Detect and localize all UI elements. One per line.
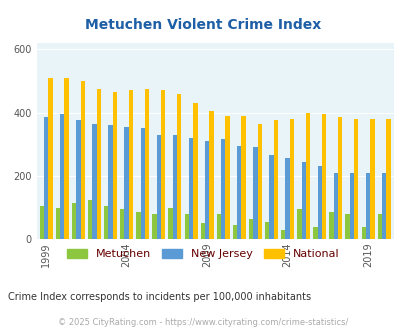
Bar (269, 155, 273, 239)
Bar (55, 208, 60, 239)
Bar (40, 206, 44, 239)
Bar (120, 209, 124, 239)
Bar (209, 111, 213, 239)
Bar (161, 90, 165, 239)
Bar (361, 227, 365, 239)
Bar (381, 173, 386, 239)
Bar (253, 148, 257, 239)
Bar (72, 203, 76, 239)
Bar (328, 212, 333, 239)
Bar (173, 135, 177, 239)
Bar (177, 94, 181, 239)
Bar (333, 173, 337, 239)
Bar (313, 227, 317, 239)
Bar (305, 113, 309, 239)
Bar (108, 125, 113, 239)
Text: © 2025 CityRating.com - https://www.cityrating.com/crime-statistics/: © 2025 CityRating.com - https://www.city… (58, 318, 347, 327)
Text: Metuchen Violent Crime Index: Metuchen Violent Crime Index (85, 18, 320, 32)
Bar (273, 120, 277, 239)
Bar (80, 81, 85, 239)
Bar (301, 162, 305, 239)
Bar (205, 141, 209, 239)
Bar (193, 103, 197, 239)
Bar (216, 214, 220, 239)
Bar (345, 214, 349, 239)
Bar (188, 138, 193, 239)
Bar (349, 173, 353, 239)
Bar (296, 209, 301, 239)
Bar (140, 128, 145, 239)
Bar (377, 214, 381, 239)
Bar (76, 120, 80, 239)
Bar (184, 214, 188, 239)
Bar (48, 78, 53, 239)
Bar (248, 219, 253, 239)
Bar (104, 206, 108, 239)
Bar (200, 223, 205, 239)
Bar (337, 117, 341, 239)
Bar (156, 135, 161, 239)
Bar (60, 114, 64, 239)
Bar (136, 212, 140, 239)
Bar (232, 225, 237, 239)
Bar (317, 166, 321, 239)
Bar (285, 158, 289, 239)
Bar (365, 173, 369, 239)
Bar (241, 116, 245, 239)
Bar (96, 89, 101, 239)
Bar (124, 127, 128, 239)
Bar (264, 222, 269, 239)
Bar (353, 119, 358, 239)
Bar (145, 89, 149, 239)
Bar (168, 208, 173, 239)
Bar (369, 119, 374, 239)
Bar (128, 90, 133, 239)
Bar (92, 124, 96, 239)
Bar (225, 116, 229, 239)
Legend: Metuchen, New Jersey, National: Metuchen, New Jersey, National (62, 244, 343, 263)
Bar (88, 200, 92, 239)
Bar (220, 140, 225, 239)
Bar (321, 114, 326, 239)
Bar (237, 146, 241, 239)
Bar (113, 92, 117, 239)
Bar (152, 214, 156, 239)
Bar (44, 117, 48, 239)
Text: Crime Index corresponds to incidents per 100,000 inhabitants: Crime Index corresponds to incidents per… (8, 292, 311, 302)
Bar (289, 119, 293, 239)
Bar (280, 230, 285, 239)
Bar (257, 124, 261, 239)
Bar (64, 78, 68, 239)
Bar (386, 119, 390, 239)
